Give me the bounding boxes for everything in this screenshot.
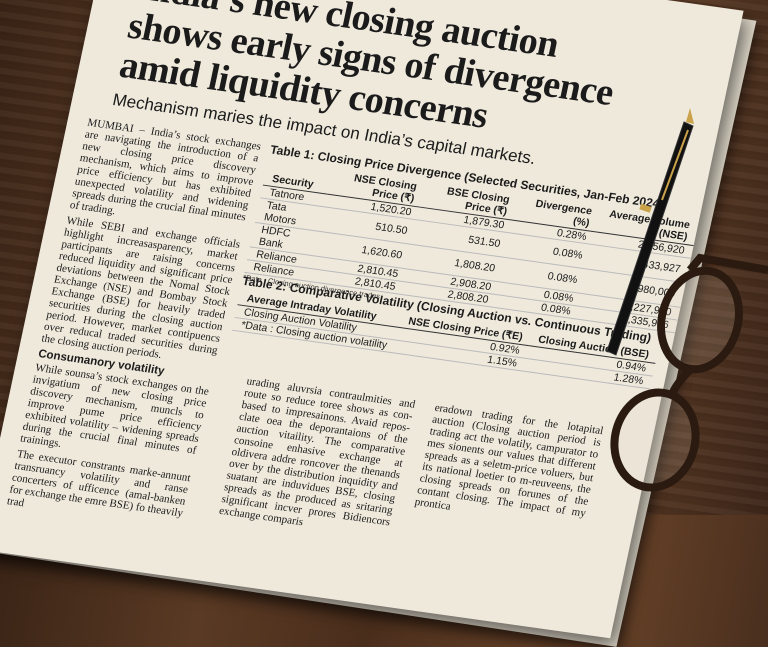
- glasses: [610, 253, 768, 492]
- desk-objects: [606, 108, 768, 492]
- pen: [606, 108, 694, 356]
